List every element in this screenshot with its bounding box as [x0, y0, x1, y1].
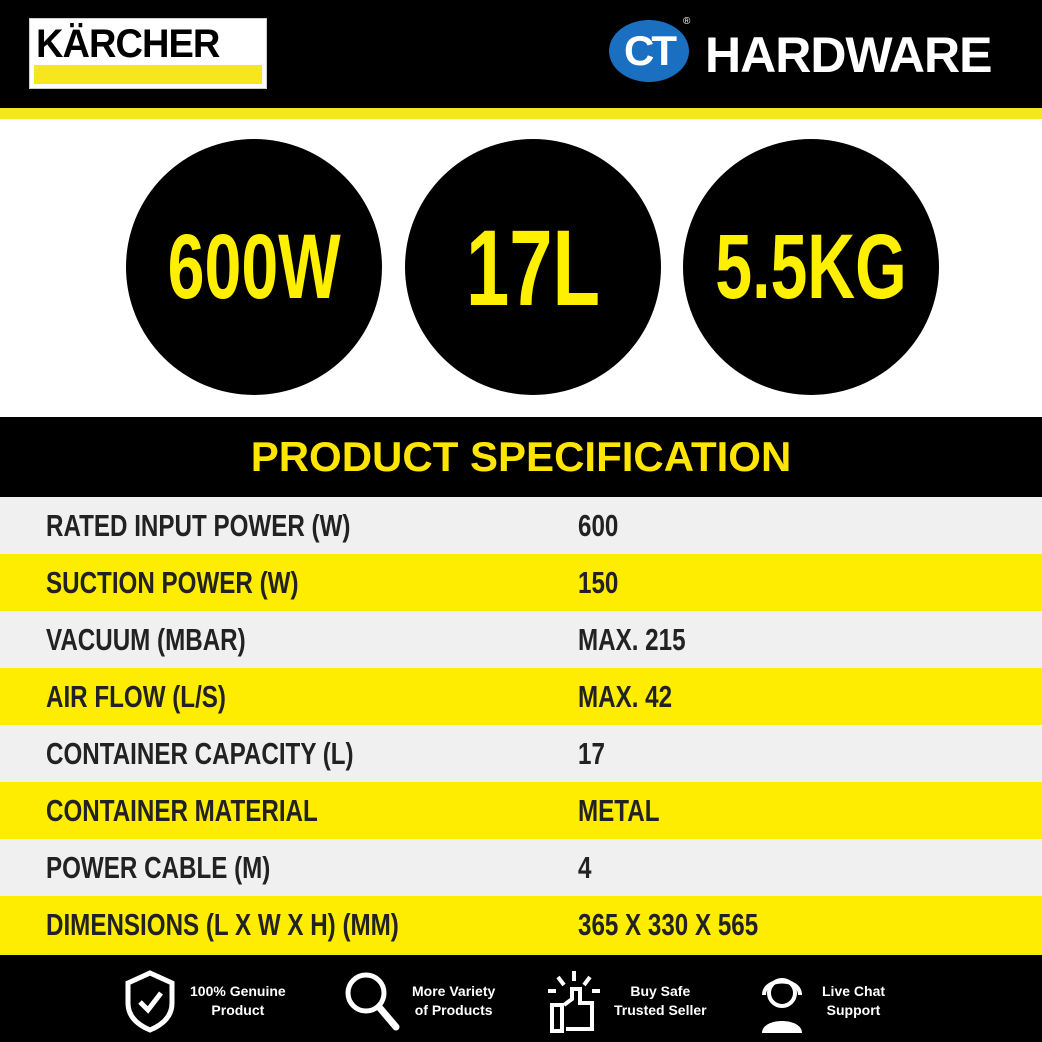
highlight-weight: 5.5KG — [683, 139, 939, 395]
spec-value: 600 — [578, 508, 619, 543]
highlight-power: 600W — [126, 139, 382, 395]
badge-variety: More Variety of Products — [342, 969, 495, 1033]
spec-value: 17 — [578, 736, 605, 771]
header: KÄRCHER CT ® HARDWARE — [0, 0, 1042, 108]
spec-label: AIR FLOW (L/S) — [46, 679, 226, 714]
karcher-logo: KÄRCHER — [29, 18, 267, 89]
retailer-name: HARDWARE — [705, 27, 992, 83]
footer: 100% Genuine Product More Variety of Produ… — [0, 953, 1042, 1042]
spec-label: CONTAINER CAPACITY (L) — [46, 736, 354, 771]
badge-live-chat: Live Chat Support — [752, 969, 885, 1033]
shield-check-icon — [125, 970, 175, 1033]
spec-label: CONTAINER MATERIAL — [46, 793, 318, 828]
yellow-stripe — [0, 108, 1042, 119]
spec-row: POWER CABLE (M) 4 — [0, 839, 1042, 896]
spec-row: CONTAINER MATERIAL METAL — [0, 782, 1042, 839]
spec-row: SUCTION POWER (W) 150 — [0, 554, 1042, 611]
spec-label: SUCTION POWER (W) — [46, 565, 299, 600]
spec-title: PRODUCT SPECIFICATION — [0, 417, 1042, 497]
badge-genuine: 100% Genuine Product — [120, 969, 286, 1033]
spec-row: CONTAINER CAPACITY (L) 17 — [0, 725, 1042, 782]
badge-trusted: Buy Safe Trusted Seller — [544, 969, 707, 1033]
spec-value: MAX. 215 — [578, 622, 686, 657]
spec-value: 4 — [578, 850, 592, 885]
spec-label: DIMENSIONS (L X W X H) (MM) — [46, 907, 399, 942]
spec-row: RATED INPUT POWER (W) 600 — [0, 497, 1042, 554]
spec-value: MAX. 42 — [578, 679, 673, 714]
ct-logo-mark: CT — [609, 20, 689, 82]
karcher-logo-bar — [34, 65, 262, 84]
spec-row: DIMENSIONS (L X W X H) (MM) 365 X 330 X 5… — [0, 896, 1042, 953]
thumbs-up-icon — [548, 971, 600, 1033]
spec-value: 150 — [578, 565, 619, 600]
spec-label: VACUUM (MBAR) — [46, 622, 246, 657]
spec-value: 365 X 330 X 565 — [578, 907, 759, 942]
spec-label: POWER CABLE (M) — [46, 850, 271, 885]
spec-row: AIR FLOW (L/S) MAX. 42 — [0, 668, 1042, 725]
spec-row: VACUUM (MBAR) MAX. 215 — [0, 611, 1042, 668]
spec-label: RATED INPUT POWER (W) — [46, 508, 351, 543]
spec-value: METAL — [578, 793, 660, 828]
highlight-capacity: 17L — [405, 139, 661, 395]
registered-mark: ® — [683, 16, 691, 27]
magnifier-icon — [345, 972, 400, 1031]
headset-agent-icon — [762, 978, 802, 1033]
